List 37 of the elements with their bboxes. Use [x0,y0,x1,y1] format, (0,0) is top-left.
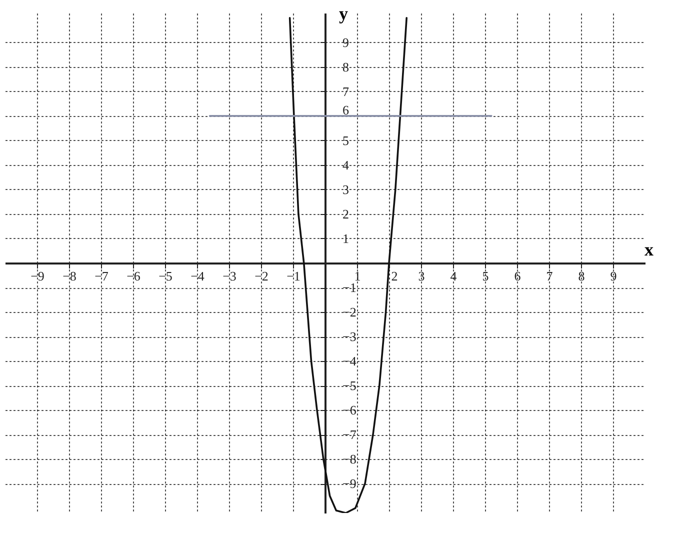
x-tick-label: −4 [190,268,205,284]
x-tick-label: 3 [418,268,425,284]
y-tick-label: −6 [342,402,357,418]
y-tick-label: −5 [342,378,356,394]
y-axis-title: y [339,4,348,24]
x-tick-label: 9 [610,268,617,284]
y-tick-label: −7 [342,427,357,442]
x-tick-label: −3 [222,268,236,284]
x-tick-label: 4 [450,268,458,284]
y-tick-label: 8 [342,59,349,74]
x-tick-label: 6 [514,268,522,284]
x-axis-title: x [644,240,654,260]
y-tick-label: 9 [342,34,349,50]
x-tick-label: 7 [546,268,554,284]
y-tick-label: −4 [342,354,357,369]
y-tick-label: 3 [342,182,349,197]
x-tick-label: 8 [578,268,585,284]
x-tick-label: −2 [254,268,268,284]
y-tick-label: −3 [342,329,356,344]
x-tick-label: −8 [62,268,76,284]
x-tick-label: −1 [286,268,300,284]
y-tick-label: 1 [342,230,349,246]
x-tick-label: −9 [30,268,44,284]
x-tick-label: −6 [126,268,141,284]
x-tick-label: −7 [94,268,109,284]
x-tick-label: 5 [482,268,489,284]
y-tick-label: 2 [342,206,349,222]
y-tick-label: −9 [342,476,356,492]
y-tick-label: −1 [342,280,356,296]
y-tick-label: 5 [342,132,349,148]
y-tick-label: −8 [342,452,356,467]
y-tick-label: 6 [342,102,350,118]
y-tick-label: −2 [342,304,356,320]
y-tick-label: 4 [342,157,350,172]
x-tick-label: 2 [391,268,398,284]
x-tick-label: −5 [158,268,172,284]
y-tick-label: 7 [342,84,350,99]
